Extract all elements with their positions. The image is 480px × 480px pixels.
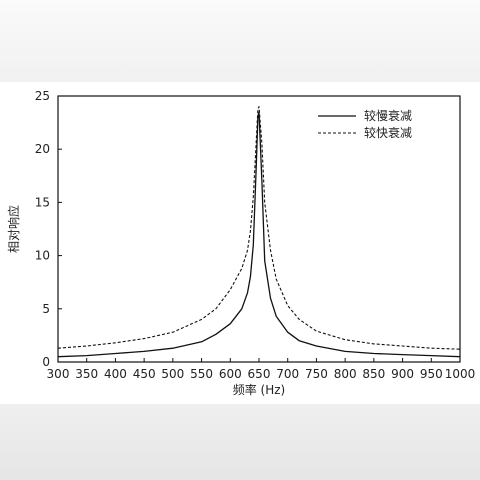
x-axis-ticks: 300 350 400 450 500 550 600 650 700 750 800 850 900 9…	[47, 358, 476, 381]
series-layer	[57, 106, 461, 358]
x-tick-label: 650	[248, 367, 271, 381]
y-tick-label: 20	[35, 142, 50, 156]
legend-label-slow: 较慢衰减	[364, 108, 412, 123]
page-background-bottom	[0, 404, 480, 480]
x-tick-label: 550	[190, 367, 213, 381]
x-tick-label: 300	[47, 367, 70, 381]
x-tick-label: 350	[75, 367, 98, 381]
series-line-slow-decay	[57, 111, 461, 358]
y-axis-title: 相对响应	[6, 205, 21, 253]
x-axis-title: 频率 (Hz)	[233, 382, 286, 397]
page-background-top	[0, 0, 480, 82]
y-axis-ticks: 0 5 10 15 20 25	[35, 89, 62, 369]
x-tick-label: 850	[362, 367, 385, 381]
y-tick-label: 15	[35, 195, 50, 209]
y-tick-label: 10	[35, 249, 50, 263]
chart-paper	[0, 82, 480, 404]
y-tick-label: 25	[35, 89, 50, 103]
x-tick-label: 1000	[445, 367, 476, 381]
legend-label-fast: 较快衰减	[364, 125, 412, 140]
x-tick-label: 450	[133, 367, 156, 381]
legend: 较慢衰减 较快衰减	[318, 108, 412, 140]
x-tick-label: 600	[219, 367, 242, 381]
x-tick-label: 700	[276, 367, 299, 381]
y-tick-label: 0	[42, 355, 50, 369]
x-tick-label: 950	[420, 367, 443, 381]
x-tick-label: 500	[161, 367, 184, 381]
series-line-fast-decay	[57, 106, 461, 350]
y-tick-label: 5	[42, 302, 50, 316]
x-tick-label: 400	[104, 367, 127, 381]
x-tick-label: 900	[391, 367, 414, 381]
x-tick-label: 750	[305, 367, 328, 381]
x-tick-label: 800	[334, 367, 357, 381]
